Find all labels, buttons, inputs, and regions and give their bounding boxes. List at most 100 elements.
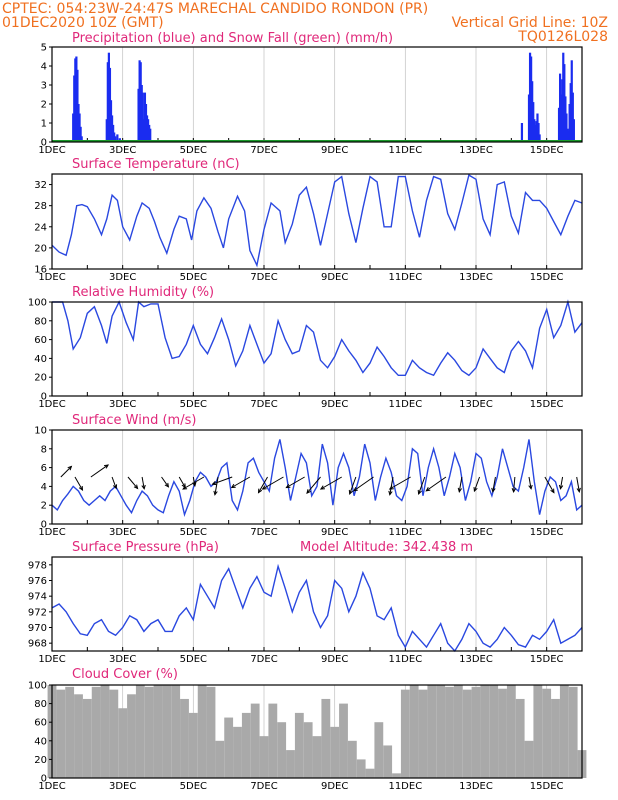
precip-bar xyxy=(538,134,541,142)
wind-arrow xyxy=(74,476,83,491)
wind-arrow-head xyxy=(112,484,118,490)
cloud-bar xyxy=(506,685,516,778)
y-tick-label: 16 xyxy=(34,265,47,276)
x-tick-label: 7DEC xyxy=(250,145,277,156)
cloud-bar xyxy=(215,740,225,778)
cloud-bar xyxy=(524,740,534,778)
cloud-bar xyxy=(445,686,454,778)
cloud-bar xyxy=(241,712,251,778)
wind-arrow-head xyxy=(319,485,325,490)
x-tick-label: 11DEC xyxy=(388,527,422,538)
y-tick-label: 60 xyxy=(34,335,47,346)
wind-arrow xyxy=(353,476,374,492)
wind-arrow-head xyxy=(67,465,73,471)
cloud-bar xyxy=(259,736,269,778)
cloud-bar xyxy=(365,768,375,778)
x-tick-label: 7DEC xyxy=(250,272,277,283)
cloud-bar xyxy=(374,722,384,778)
x-tick-label: 11DEC xyxy=(388,272,422,283)
cloud-bar xyxy=(197,685,207,778)
precipitation-title: Precipitation (blue) and Snow Fall (gree… xyxy=(72,31,393,46)
x-tick-label: 15DEC xyxy=(530,272,564,283)
cloud-bar xyxy=(409,685,419,778)
cloud-bar xyxy=(224,717,234,778)
wind-arrow-head xyxy=(491,487,496,493)
model-altitude: Model Altitude: 342.438 m xyxy=(300,540,473,555)
temp-line xyxy=(51,174,583,268)
cloud-bar xyxy=(127,694,136,778)
cloud-cover-title: Cloud Cover (%) xyxy=(72,667,178,682)
precip-bar xyxy=(141,92,144,142)
vertical-grid-note: Vertical Grid Line: 10Z xyxy=(452,15,608,31)
wind-arrow xyxy=(192,476,196,486)
rh-line xyxy=(52,299,583,377)
x-tick-label: 5DEC xyxy=(180,527,207,538)
cloud-bar xyxy=(489,685,499,778)
x-tick-label: 3DEC xyxy=(109,781,136,792)
cloud-bar xyxy=(392,773,401,778)
wind-arrow-head xyxy=(511,488,517,494)
x-tick-label: 3DEC xyxy=(109,272,136,283)
precip-bar xyxy=(571,92,574,142)
x-tick-label: 7DEC xyxy=(250,527,277,538)
x-tick-label: 9DEC xyxy=(321,272,348,283)
y-tick-label: 80 xyxy=(34,699,47,710)
panel-frame xyxy=(51,46,583,143)
run-datetime: 01DEC2020 10Z (GMT) xyxy=(2,15,164,31)
precip-bar xyxy=(79,126,82,142)
wind-arrow xyxy=(306,476,321,494)
x-tick-label: 11DEC xyxy=(388,781,422,792)
y-tick-label: 0 xyxy=(41,392,47,403)
cloud-bar xyxy=(347,740,357,778)
wind-arrow xyxy=(161,476,169,488)
wind-arrow xyxy=(214,476,219,495)
x-tick-label: 5DEC xyxy=(180,145,207,156)
temperature-title: Surface Temperature (nC) xyxy=(72,157,240,172)
wind-arrow-head xyxy=(285,483,291,489)
cloud-bar xyxy=(356,759,366,778)
cloud-bar xyxy=(294,712,304,778)
wind-arrow xyxy=(182,476,205,490)
pressure-line xyxy=(51,563,583,653)
wind-arrow-head xyxy=(261,485,267,490)
station-header: CPTEC: 054:23W-24:47S MARECHAL CANDIDO R… xyxy=(2,1,428,17)
wind-arrow xyxy=(60,466,72,478)
y-tick-label: 6 xyxy=(41,463,47,474)
cloud-bar xyxy=(551,698,560,778)
wind-arrow xyxy=(141,476,145,489)
cloud-bar xyxy=(233,726,242,778)
x-tick-label: 13DEC xyxy=(459,654,493,665)
cloud-bar xyxy=(118,708,128,778)
y-tick-label: 40 xyxy=(34,736,47,747)
cloud-bar xyxy=(206,686,216,778)
y-tick-label: 8 xyxy=(41,444,47,455)
cloud-bar xyxy=(533,685,543,778)
wind-arrow xyxy=(262,476,284,490)
cloud-bar xyxy=(453,685,463,778)
precip-bar xyxy=(572,119,575,142)
x-tick-label: 5DEC xyxy=(180,781,207,792)
x-tick-label: 7DEC xyxy=(250,399,277,410)
precip-bar xyxy=(520,123,524,142)
x-tick-label: 7DEC xyxy=(250,654,277,665)
wind-arrow-head xyxy=(213,490,218,496)
wind-arrow xyxy=(513,476,516,492)
cloud-bar xyxy=(312,736,322,778)
cloud-bar xyxy=(65,686,75,778)
wind-arrow-head xyxy=(257,488,263,494)
cloud-bar xyxy=(471,686,481,778)
y-tick-label: 976 xyxy=(28,576,47,587)
model-id: TQ0126L028 xyxy=(517,29,608,45)
cloud-bar xyxy=(82,698,92,778)
x-tick-label: 1DEC xyxy=(38,272,65,283)
wind-arrow-head xyxy=(558,484,564,490)
y-tick-label: 0 xyxy=(41,774,47,785)
wind-arrow-head xyxy=(141,484,146,490)
panel-frame xyxy=(51,684,583,779)
wind-arrow xyxy=(418,476,426,495)
precip-bar xyxy=(80,136,83,142)
y-tick-label: 40 xyxy=(34,354,47,365)
x-tick-label: 1DEC xyxy=(38,399,65,410)
wind-arrow-head xyxy=(417,489,422,495)
